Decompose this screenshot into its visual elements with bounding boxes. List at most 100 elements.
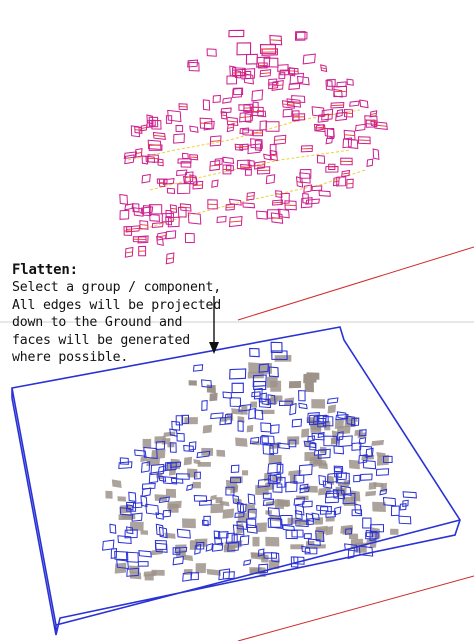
flattened-outline (238, 404, 252, 412)
flattened-outline (267, 507, 281, 517)
ground-face (210, 503, 224, 514)
building-outline (175, 124, 184, 133)
building-edge (346, 182, 354, 185)
building-outline (132, 236, 147, 243)
building-edge (247, 195, 255, 198)
building-outline (270, 149, 278, 162)
landmark-outline (269, 34, 283, 46)
selection-bounding-box[interactable] (11, 326, 461, 636)
flattened-outline (218, 568, 231, 581)
flattened-outline (257, 548, 265, 557)
ground-face (235, 437, 248, 447)
flattened-outline (350, 417, 360, 427)
flattened-outline (117, 535, 132, 545)
ground-face (265, 536, 280, 547)
group-before-flatten[interactable] (119, 29, 388, 265)
flattened-outline (158, 496, 170, 504)
ground-face (248, 362, 260, 374)
ground-face (184, 417, 198, 425)
flattened-outline (141, 482, 156, 490)
building-outline (201, 379, 212, 388)
ground-face (183, 456, 193, 466)
flattened-outline (230, 464, 240, 474)
building-outline (189, 125, 199, 133)
building-outline (328, 163, 336, 170)
flattened-outline (382, 496, 397, 507)
building-outline (336, 108, 344, 118)
flattened-outline (138, 550, 152, 558)
ground-face (304, 381, 314, 393)
building-outline (247, 143, 262, 155)
building-outline (289, 72, 305, 85)
building-outline (265, 174, 276, 185)
flattened-outline (155, 440, 166, 451)
flattened-outline (299, 483, 309, 490)
building-outline (184, 232, 195, 244)
flattened-outline (312, 414, 327, 425)
building-outline (212, 94, 221, 104)
building-edge (320, 67, 327, 70)
ground-face (151, 569, 165, 576)
flattened-outline (324, 492, 340, 504)
building-outline (220, 107, 232, 114)
ground-face (270, 395, 283, 402)
building-outline (178, 103, 188, 111)
flattened-outline (317, 448, 331, 459)
flattened-outline (116, 559, 129, 570)
ground-face (237, 512, 249, 524)
flattened-outline (162, 509, 172, 518)
building-outline (273, 134, 287, 145)
building-outline (246, 191, 255, 201)
building-outline (181, 152, 189, 160)
building-outline (313, 123, 326, 133)
building-edge (270, 154, 277, 157)
building-outline (259, 120, 268, 131)
flattened-outline (172, 556, 184, 566)
flattened-outline (269, 443, 279, 455)
flattened-outline (251, 391, 261, 398)
building-outline (294, 30, 306, 41)
building-outline (324, 127, 335, 138)
building-outline (239, 111, 254, 123)
flattened-outline (293, 556, 305, 565)
building-outline (177, 206, 187, 218)
building-outline (340, 157, 353, 166)
building-outline (141, 155, 149, 165)
ground-face (274, 355, 292, 362)
building-outline (176, 169, 188, 177)
ground-face (182, 518, 196, 529)
building-outline (325, 136, 333, 145)
group-after-flatten[interactable] (102, 341, 417, 582)
flattened-outline (132, 502, 143, 509)
flattened-outline (119, 507, 132, 516)
flattened-outline (218, 531, 229, 539)
building-outline (209, 160, 221, 172)
ground-face (129, 565, 140, 574)
flattened-outline (309, 442, 317, 451)
ground-face (277, 499, 291, 507)
building-outline (137, 235, 149, 244)
building-edge (284, 204, 297, 207)
building-outline (292, 113, 306, 121)
building-edge (170, 207, 177, 210)
flattened-outline (203, 515, 211, 526)
building-outline (232, 87, 243, 99)
flattened-outline (201, 519, 209, 527)
flattened-outline (295, 520, 309, 528)
flattened-outline (322, 415, 334, 427)
flattened-outline (299, 486, 310, 494)
flattened-outline (175, 473, 190, 480)
building-edge (221, 114, 227, 117)
building-outline (173, 133, 185, 144)
flattened-outline (338, 435, 353, 448)
flattened-outline (188, 441, 197, 451)
building-outline (226, 116, 239, 127)
building-edge (200, 122, 212, 125)
building-outline (280, 192, 290, 204)
building-edge (344, 134, 355, 137)
road-line (139, 169, 366, 231)
building-edge (180, 206, 191, 209)
flattened-outline (359, 445, 373, 457)
ground-face (111, 479, 122, 488)
